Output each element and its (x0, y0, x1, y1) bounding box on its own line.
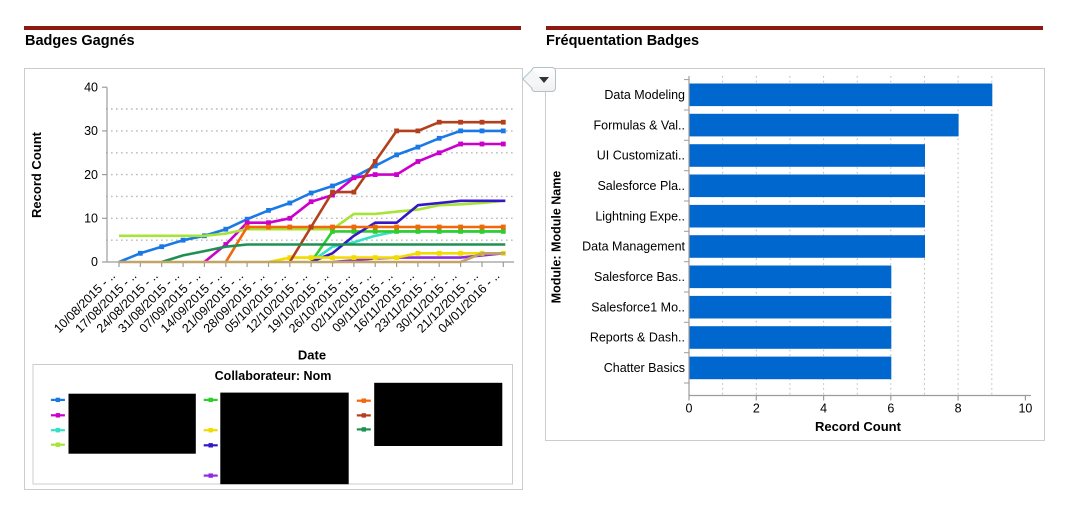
svg-text:Lightning Expe..: Lightning Expe.. (595, 209, 685, 223)
svg-text:40: 40 (84, 80, 98, 94)
svg-text:Record Count: Record Count (29, 131, 44, 218)
svg-text:Module: Module Name: Module: Module Name (550, 171, 564, 304)
svg-text:Data Modeling: Data Modeling (604, 88, 685, 102)
svg-text:30: 30 (84, 124, 98, 138)
svg-text:Reports & Dash..: Reports & Dash.. (590, 331, 685, 345)
svg-text:Date: Date (298, 348, 326, 363)
svg-text:UI Customizati..: UI Customizati.. (597, 149, 685, 163)
svg-text:10: 10 (1018, 402, 1032, 416)
svg-text:6: 6 (887, 402, 894, 416)
svg-text:Data Management: Data Management (582, 240, 685, 254)
svg-text:Salesforce1 Mo..: Salesforce1 Mo.. (591, 300, 685, 314)
svg-text:10: 10 (84, 212, 98, 226)
svg-text:0: 0 (91, 255, 98, 269)
svg-text:Collaborateur: Nom: Collaborateur: Nom (215, 369, 332, 383)
svg-text:Chatter Basics: Chatter Basics (604, 361, 685, 375)
svg-text:20: 20 (84, 168, 98, 182)
svg-text:0: 0 (686, 402, 693, 416)
svg-text:Formulas & Val..: Formulas & Val.. (594, 118, 685, 132)
svg-text:8: 8 (955, 402, 962, 416)
svg-text:4: 4 (820, 402, 827, 416)
svg-text:Record Count: Record Count (815, 419, 902, 434)
svg-text:Salesforce Bas..: Salesforce Bas.. (594, 270, 685, 284)
svg-text:2: 2 (753, 402, 760, 416)
svg-text:Salesforce Pla..: Salesforce Pla.. (597, 179, 685, 193)
